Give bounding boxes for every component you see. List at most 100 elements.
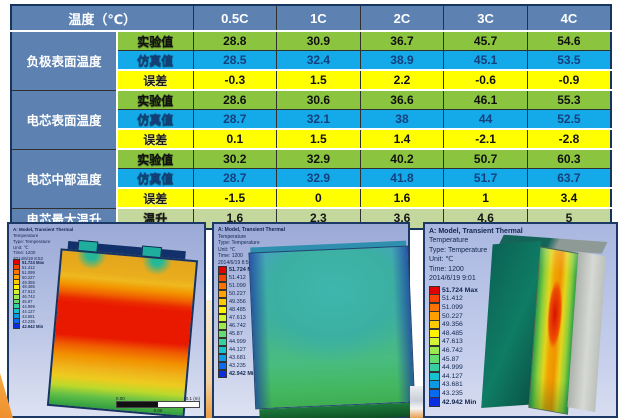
value-cell: 38 [359, 109, 445, 130]
scale-label-left: 0.00 [116, 396, 125, 401]
metric-label: 仿真值 [116, 168, 194, 189]
legend-row: 49.356 [429, 320, 478, 330]
legend-value: 49.356 [442, 321, 463, 329]
legend-value: 48.485 [229, 307, 246, 313]
legend-row: 51.724 Max [429, 285, 478, 295]
table-row: 误差 -1.5 0 1.6 1 3.4 [11, 187, 612, 209]
value-cell: 1.5 [276, 128, 361, 150]
legend-value: 51.724 Max [442, 286, 478, 294]
legend-value: 44.127 [229, 347, 246, 353]
legend-row: 47.613 [218, 314, 258, 322]
legend-row: 44.127 [218, 346, 258, 354]
legend-swatch [218, 298, 227, 306]
value-cell: 45.1 [443, 50, 528, 71]
legend-swatch [218, 330, 227, 338]
analysis-info-line: Temperature [218, 233, 247, 240]
legend-swatch [218, 362, 227, 370]
legend-value: 42.942 Min [229, 371, 257, 377]
value-cell: 30.6 [276, 89, 361, 110]
scale-bar: 0.00 0.1 (m) 0.05 [116, 396, 200, 413]
legend-swatch [218, 370, 227, 378]
scale-label-center: 0.05 [153, 408, 163, 413]
row-group-label: 电芯表面温度 [10, 89, 118, 150]
legend-row: 43.235 [218, 362, 258, 370]
legend-value: 46.742 [229, 323, 246, 329]
analysis-info-line: 2014/6/19 8:52 [13, 256, 44, 262]
temperature-legend: 51.724 Max 51.412 51.099 50.227 49.356 48.485… [429, 285, 478, 407]
legend-value: 48.485 [22, 284, 35, 290]
scale-bar-graphic [116, 401, 200, 408]
value-cell: 45.7 [443, 30, 528, 51]
thermal-model-section-view [481, 234, 613, 418]
table-row: 电芯中部温度 实验值 30.2 32.9 40.2 50.7 60.3 [10, 148, 612, 209]
value-cell: 3.4 [526, 187, 612, 209]
legend-value: 46.742 [442, 346, 463, 354]
legend-value: 43.681 [22, 313, 35, 319]
temperature-legend: 51.724 Max 51.412 51.099 50.227 49.356 48.485… [13, 259, 44, 330]
analysis-info-line: 2014/6/19 9:01 [429, 275, 476, 283]
legend-row: 51.412 [218, 274, 258, 282]
legend-value: 51.412 [229, 275, 246, 281]
legend-swatch [218, 346, 227, 354]
analysis-info-line: Temperature [13, 232, 39, 238]
value-cell: 52.5 [526, 109, 612, 130]
value-cell: 44 [443, 109, 528, 130]
analysis-info-line: Time: 1200 [429, 265, 464, 273]
legend-swatch [218, 306, 227, 314]
legend-value: 43.235 [22, 318, 35, 324]
value-cell: 36.6 [359, 89, 445, 110]
value-cell: 46.1 [443, 89, 528, 110]
legend-value: 43.681 [442, 381, 463, 389]
legend-value: 50.227 [22, 274, 35, 280]
analysis-info-line: Time: 1200 [218, 253, 243, 259]
value-cell: 38.9 [359, 50, 445, 71]
value-cell: -2.8 [526, 128, 612, 150]
value-cell: 63.7 [526, 168, 612, 189]
legend-row: 48.485 [218, 306, 258, 314]
legend-value: 44.999 [442, 364, 463, 372]
legend-row: 51.099 [218, 282, 258, 290]
scale-label-right: 0.1 (m) [185, 396, 200, 401]
legend-value: 44.999 [229, 339, 246, 345]
value-cell: -0.9 [526, 69, 612, 91]
legend-value: 44.999 [22, 303, 35, 309]
table-row: 误差 -0.3 1.5 2.2 -0.6 -0.9 [11, 69, 612, 91]
legend-value: 43.235 [229, 363, 246, 369]
table-row: 仿真值 28.7 32.9 41.8 51.7 63.7 [11, 168, 612, 189]
value-cell: 32.4 [276, 50, 361, 71]
value-cell: 32.9 [276, 148, 361, 169]
metric-label: 实验值 [116, 89, 194, 110]
analysis-info-line: Temperature [429, 237, 469, 245]
table-header-crate: 0.5C [192, 4, 278, 32]
legend-row: 46.742 [429, 345, 478, 356]
value-cell: 36.7 [359, 30, 445, 51]
legend-value: 50.227 [229, 291, 246, 297]
table-row: 负极表面温度 实验值 28.8 30.9 36.7 45.7 54.6 [10, 30, 612, 91]
analysis-info-text: A: Model, Transient Thermal Temperature Ty… [13, 227, 73, 262]
analysis-info-line: A: Model, Transient Thermal [13, 227, 74, 232]
legend-row: 43.235 [429, 388, 478, 399]
value-cell: -2.1 [443, 128, 528, 150]
legend-row: 44.127 [429, 371, 478, 381]
value-cell: 28.7 [192, 109, 278, 130]
legend-row: 50.227 [218, 290, 258, 298]
legend-value: 51.099 [22, 269, 35, 275]
thermal-panel-section-view: A: Model, Transient Thermal Temperature Ty… [423, 222, 618, 418]
value-cell: 55.3 [526, 89, 612, 110]
value-cell: 40.2 [359, 148, 445, 169]
legend-value: 43.235 [442, 389, 463, 397]
analysis-info-line: Type: Temperature [429, 246, 488, 254]
legend-row: 45.87 [218, 330, 258, 338]
legend-value: 45.87 [229, 331, 243, 337]
value-cell: 28.7 [192, 168, 278, 189]
analysis-info-line: Unit: ℃ [13, 244, 29, 250]
analysis-info-line: A: Model, Transient Thermal [429, 228, 523, 235]
metric-label: 误差 [116, 69, 194, 91]
legend-row: 47.613 [429, 337, 478, 347]
value-cell: 28.8 [192, 30, 278, 51]
legend-value: 42.942 Min [442, 398, 477, 406]
value-cell: 41.8 [359, 168, 445, 189]
legend-value: 42.942 Min [22, 323, 44, 329]
thermal-model-broad-face [248, 240, 416, 418]
